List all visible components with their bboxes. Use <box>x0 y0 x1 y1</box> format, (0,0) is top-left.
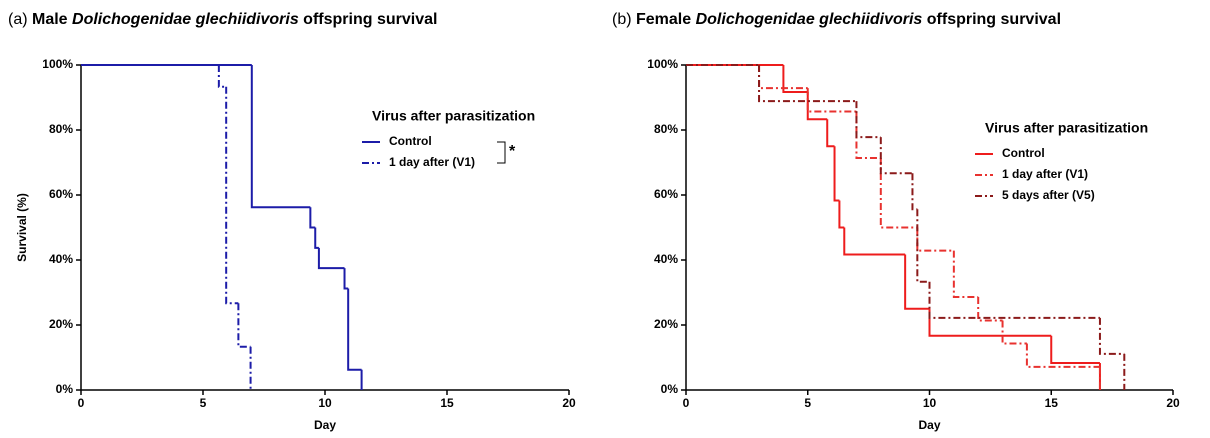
y-tick-label: 20% <box>654 317 678 331</box>
legend-title: Virus after parasitization <box>985 120 1148 136</box>
legend-label: 1 day after (V1) <box>389 155 475 169</box>
x-tick-label: 15 <box>1045 396 1059 410</box>
y-tick-label: 20% <box>49 317 73 331</box>
title-part: (a) <box>8 11 32 28</box>
survival-step <box>806 88 857 113</box>
legend-label: 1 day after (V1) <box>1002 167 1088 181</box>
x-tick-label: 20 <box>1166 396 1180 410</box>
chart-title: (a) Male Dolichogenidae glechiidivoris o… <box>8 11 437 28</box>
legend-title: Virus after parasitization <box>372 108 535 124</box>
y-axis-label: Survival (%) <box>15 193 29 262</box>
y-tick-label: 40% <box>49 252 73 266</box>
survival-step <box>904 254 930 310</box>
survival-step <box>347 288 362 371</box>
survival-step <box>237 303 251 348</box>
x-tick-label: 15 <box>440 396 454 410</box>
survival-step <box>916 209 930 283</box>
title-part: Dolichogenidae glechiidivoris <box>696 11 923 28</box>
survival-step <box>855 111 881 159</box>
survival-step <box>928 308 1052 337</box>
survival-step <box>806 91 828 121</box>
legend-label: Control <box>389 134 432 148</box>
survival-step <box>833 146 840 202</box>
x-tick-label: 0 <box>78 396 85 410</box>
survival-step <box>1001 320 1027 345</box>
survival-step <box>225 86 239 305</box>
title-part: Dolichogenidae glechiidivoris <box>72 11 299 28</box>
survival-step <box>916 227 954 252</box>
survival-step <box>309 207 316 229</box>
survival-step <box>758 65 857 103</box>
x-tick-label: 5 <box>200 396 207 410</box>
y-tick-label: 100% <box>42 57 73 71</box>
survival-step <box>250 65 311 209</box>
survival-step <box>838 200 845 229</box>
survival-step <box>879 137 913 175</box>
survival-step <box>826 119 835 148</box>
survival-step <box>928 281 1100 319</box>
y-tick-label: 60% <box>49 187 73 201</box>
survival-step <box>1050 335 1100 365</box>
x-tick-label: 0 <box>683 396 690 410</box>
y-tick-label: 80% <box>49 122 73 136</box>
title-part: Female <box>636 11 696 28</box>
survival-step <box>782 65 808 93</box>
title-part: offspring survival <box>299 11 438 28</box>
chart-title: (b) Female Dolichogenidae glechiidivoris… <box>612 11 1061 28</box>
survival-step <box>911 173 918 211</box>
significance-bracket <box>497 141 506 164</box>
x-tick-label: 20 <box>562 396 576 410</box>
survival-step <box>314 227 319 249</box>
survival-step <box>855 101 881 139</box>
y-tick-label: 40% <box>654 252 678 266</box>
y-tick-label: 60% <box>654 187 678 201</box>
survival-step <box>217 65 227 88</box>
title-part: (b) <box>612 11 636 28</box>
survival-step <box>879 157 918 229</box>
y-tick-label: 100% <box>647 57 678 71</box>
x-axis-label: Day <box>314 418 336 432</box>
survival-step <box>343 268 349 290</box>
legend-label: Control <box>1002 146 1045 160</box>
survival-step <box>1098 317 1125 355</box>
survival-step <box>843 227 906 256</box>
y-tick-label: 80% <box>654 122 678 136</box>
survival-step <box>758 65 808 90</box>
x-tick-label: 10 <box>318 396 332 410</box>
significance-mark: * <box>509 143 516 160</box>
survival-step <box>952 250 979 299</box>
title-part: Male <box>32 11 72 28</box>
legend-label: 5 days after (V5) <box>1002 188 1095 202</box>
y-tick-label: 0% <box>661 382 679 396</box>
x-tick-label: 10 <box>923 396 937 410</box>
x-tick-label: 5 <box>804 396 811 410</box>
x-axis-label: Day <box>918 418 940 432</box>
title-part: offspring survival <box>922 11 1061 28</box>
survival-step <box>317 247 345 270</box>
y-tick-label: 0% <box>56 382 74 396</box>
